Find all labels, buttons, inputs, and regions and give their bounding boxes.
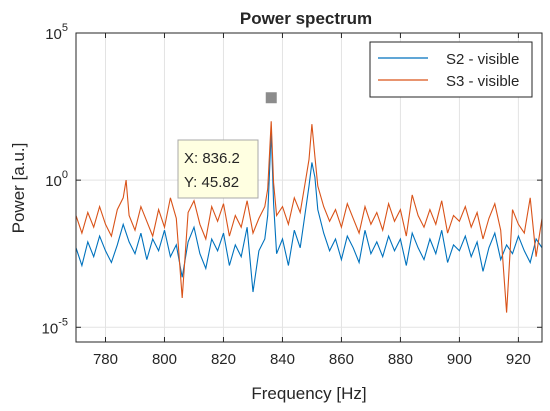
data-tip-marker[interactable] <box>265 92 277 104</box>
series-lines[interactable] <box>76 121 542 313</box>
legend-box <box>369 41 533 98</box>
x-tick-label: 860 <box>329 351 354 368</box>
x-tick-label: 900 <box>447 351 472 368</box>
x-tick-label: 880 <box>388 351 413 368</box>
y-tick-label: 10-5 <box>42 316 68 337</box>
x-tick-label: 920 <box>506 351 531 368</box>
data-tip[interactable]: X: 836.2 Y: 45.82 <box>177 92 277 199</box>
legend-label-s3: S3 - visible <box>446 73 519 90</box>
legend[interactable]: S2 - visible S3 - visible <box>369 41 533 98</box>
chart-title: Power spectrum <box>240 9 372 28</box>
y-tick-label: 100 <box>45 169 68 190</box>
axis-ticks: 780 800 820 840 860 880 900 920 105 100 10-5 <box>42 22 542 368</box>
plot-frame <box>75 32 543 343</box>
series-line-s2[interactable] <box>76 131 542 293</box>
legend-label-s2: S2 - visible <box>446 51 519 68</box>
x-tick-label: 840 <box>270 351 295 368</box>
y-tick-label: 105 <box>45 22 68 43</box>
y-axis-label: Power [a.u.] <box>9 143 28 234</box>
x-tick-label: 800 <box>152 351 177 368</box>
series-line-s3[interactable] <box>76 121 542 313</box>
x-tick-label: 780 <box>93 351 118 368</box>
data-tip-x: X: 836.2 <box>184 150 240 167</box>
x-tick-label: 820 <box>211 351 236 368</box>
data-tip-y: Y: 45.82 <box>184 174 239 191</box>
x-axis-label: Frequency [Hz] <box>251 384 366 403</box>
data-tip-box <box>177 139 259 199</box>
